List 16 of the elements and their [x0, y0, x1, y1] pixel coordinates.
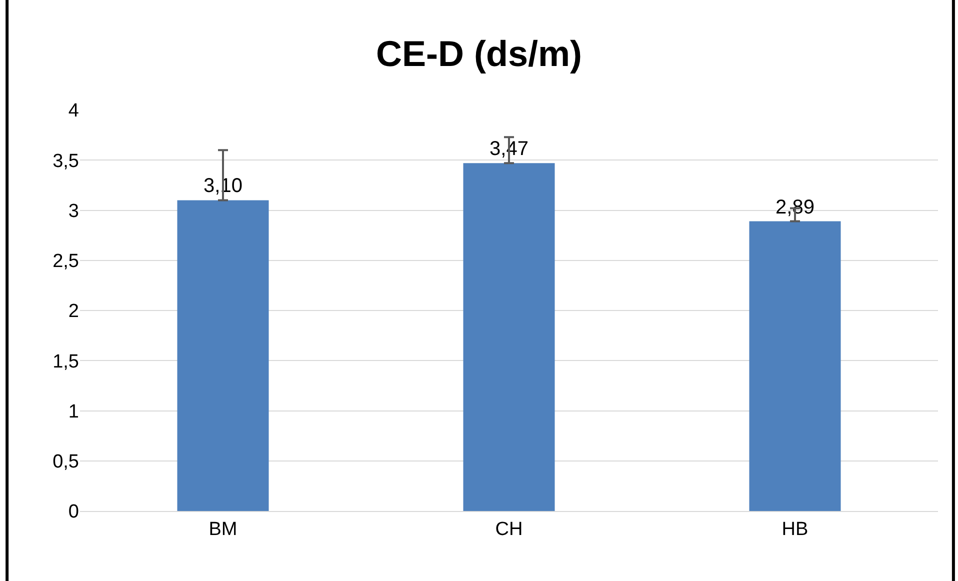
- chart-title: CE-D (ds/m): [376, 32, 582, 74]
- y-tick-label: 2,5: [52, 251, 79, 272]
- x-tick-label: CH: [495, 518, 523, 540]
- x-tick-label: HB: [782, 518, 808, 540]
- y-tick-label: 3: [68, 200, 79, 222]
- y-tick-label: 0: [68, 502, 79, 523]
- y-tick-label: 1: [68, 401, 79, 422]
- bar: [749, 221, 841, 511]
- y-tick-label: 0,5: [52, 452, 79, 473]
- y-tick-label: 4: [68, 100, 80, 122]
- bar: [177, 200, 269, 511]
- y-tick-label: 3,5: [52, 150, 79, 172]
- y-tick-label: 2: [68, 301, 79, 322]
- x-tick-label: BM: [208, 518, 238, 540]
- bar: [463, 163, 555, 511]
- y-tick-label: 1,5: [52, 351, 79, 372]
